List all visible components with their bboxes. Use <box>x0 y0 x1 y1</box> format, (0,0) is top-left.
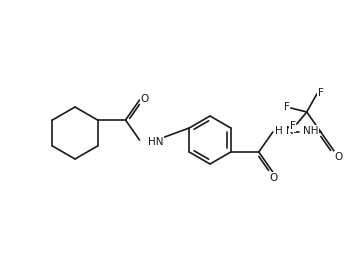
Text: F: F <box>318 88 324 98</box>
Text: O: O <box>140 94 149 104</box>
Text: H N: H N <box>275 126 293 136</box>
Text: O: O <box>270 173 278 183</box>
Text: HN: HN <box>148 137 163 147</box>
Text: NH: NH <box>303 126 318 136</box>
Text: F: F <box>284 102 290 112</box>
Text: F: F <box>290 121 296 131</box>
Text: O: O <box>335 152 343 162</box>
